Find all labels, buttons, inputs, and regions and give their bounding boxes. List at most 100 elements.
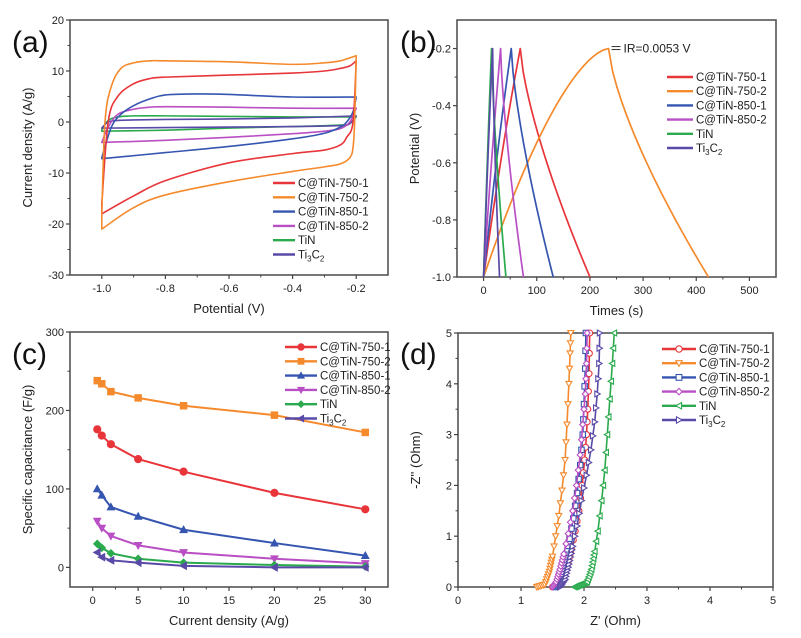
legend-label-text: C@TiN-750-1 — [696, 72, 767, 84]
legend-label: C@TiN-750-2 — [696, 86, 767, 98]
legend-label: C@TiN-750-1 — [699, 344, 770, 356]
plot-frame — [69, 19, 389, 276]
marker-triangle-left — [604, 412, 612, 421]
y-tick-label: -0.6 — [432, 158, 451, 170]
y-axis-label: Potential (V) — [407, 113, 422, 185]
legend-label: C@TiN-850-1 — [696, 100, 767, 112]
marker-triangle-left — [590, 547, 598, 556]
y-tick-label: 100 — [46, 484, 64, 496]
gcd-curve — [482, 47, 525, 278]
marker-diamond — [568, 507, 577, 515]
marker-triangle-left — [608, 359, 616, 368]
y-tick-label: -10 — [48, 168, 64, 180]
y-tick-label: 1 — [446, 531, 452, 543]
legend-label-text: TiN — [298, 235, 315, 247]
marker-triangle-down — [566, 330, 575, 338]
marker-triangle-up — [92, 484, 102, 493]
marker-diamond — [576, 451, 584, 459]
legend-label-text: C — [713, 415, 721, 427]
y-tick-label: -20 — [48, 219, 64, 231]
x-axis-label: Z' (Ohm) — [590, 613, 641, 628]
legend-label-text: C@TiN-850-2 — [699, 387, 770, 399]
legend-label-text: C@TiN-750-2 — [699, 358, 770, 370]
marker-circle — [270, 488, 279, 497]
legend-label-text: C@TiN-850-1 — [699, 372, 770, 384]
marker-triangle-down — [674, 360, 684, 368]
legend-label-text: C@TiN-750-1 — [298, 178, 369, 190]
legend-label-text: C — [710, 143, 718, 155]
x-tick-label: 200 — [581, 285, 599, 297]
legend-label-text: C@TiN-750-1 — [320, 342, 391, 354]
marker-diamond — [582, 359, 591, 368]
y-tick-label: 0 — [446, 582, 452, 594]
x-tick-label: 100 — [528, 285, 546, 297]
legend-item: TiN — [662, 401, 716, 413]
x-tick-label: 1 — [518, 595, 524, 607]
marker-triangle-up — [360, 550, 370, 559]
cv-curve — [101, 54, 357, 230]
ir-annotation: IR=0.0053 V — [624, 42, 691, 56]
legend-label: C@TiN-750-1 — [696, 72, 767, 84]
legend-label-text: C@TiN-850-1 — [320, 371, 391, 383]
y-axis-label: Specific capacitance (F/g) — [20, 385, 35, 535]
legend-item: Ti3C2 — [285, 414, 347, 428]
marker-square — [107, 387, 115, 396]
marker-triangle-left — [606, 377, 615, 386]
legend-item: TiN — [667, 129, 713, 141]
marker-triangle-left — [597, 496, 605, 505]
legend-label-text: C@TiN-750-2 — [320, 356, 391, 368]
marker-triangle-right — [675, 415, 684, 425]
legend-item: TiN — [273, 235, 315, 247]
y-tick-label: -30 — [48, 270, 64, 282]
legend-item: C@TiN-750-1 — [667, 72, 767, 84]
marker-triangle-left — [599, 481, 607, 490]
x-axis-label: Current density (A/g) — [169, 613, 289, 628]
legend-label: C@TiN-750-2 — [699, 358, 770, 370]
marker-triangle-left — [603, 430, 611, 439]
marker-triangle-down — [550, 543, 559, 551]
x-tick-label: 300 — [634, 285, 652, 297]
y-tick-label: 4 — [446, 379, 452, 391]
marker-triangle-right — [581, 484, 589, 492]
marker-triangle-up — [133, 511, 143, 520]
legend-label-text: C@TiN-850-2 — [320, 385, 391, 397]
marker-triangle-left — [133, 558, 142, 568]
marker-triangle-down — [562, 439, 570, 447]
x-tick-label: 20 — [268, 595, 280, 607]
marker-triangle-up — [179, 525, 189, 534]
y-tick-label: 0 — [58, 562, 64, 574]
marker-triangle-down — [558, 487, 566, 495]
marker-triangle-right — [596, 359, 604, 368]
legend-label-text: C@TiN-750-2 — [298, 192, 369, 204]
marker-square — [575, 475, 582, 483]
marker-triangle-down — [556, 500, 565, 508]
legend-label: Ti3C2 — [696, 143, 723, 157]
marker-triangle-down — [133, 542, 143, 551]
y-tick-label: 300 — [46, 327, 64, 339]
marker-triangle-down — [559, 472, 568, 480]
marker-triangle-down — [106, 532, 116, 541]
panel-label: (b) — [400, 26, 437, 59]
legend-item: C@TiN-850-1 — [667, 100, 767, 112]
legend-item: C@TiN-750-1 — [273, 178, 369, 190]
x-tick-label: 5 — [135, 595, 141, 607]
marker-triangle-right — [585, 458, 593, 467]
legend-label-text: C — [334, 414, 342, 426]
cv-curve — [101, 115, 357, 129]
legend-item: Ti3C2 — [667, 143, 723, 157]
legend-label: TiN — [298, 235, 315, 247]
marker-triangle-down — [564, 380, 573, 388]
legend-subscript: 2 — [342, 419, 347, 428]
legend-label-text: Ti — [320, 414, 329, 426]
legend-label: Ti3C2 — [320, 414, 347, 428]
legend-item: C@TiN-850-1 — [662, 372, 770, 384]
marker-triangle-left — [595, 511, 603, 520]
marker-square — [576, 461, 584, 469]
panel-label: (c) — [12, 338, 47, 371]
marker-triangle-right — [576, 509, 584, 518]
marker-diamond — [581, 390, 590, 398]
legend-item: C@TiN-750-2 — [667, 86, 767, 98]
cv-curve — [101, 60, 357, 215]
